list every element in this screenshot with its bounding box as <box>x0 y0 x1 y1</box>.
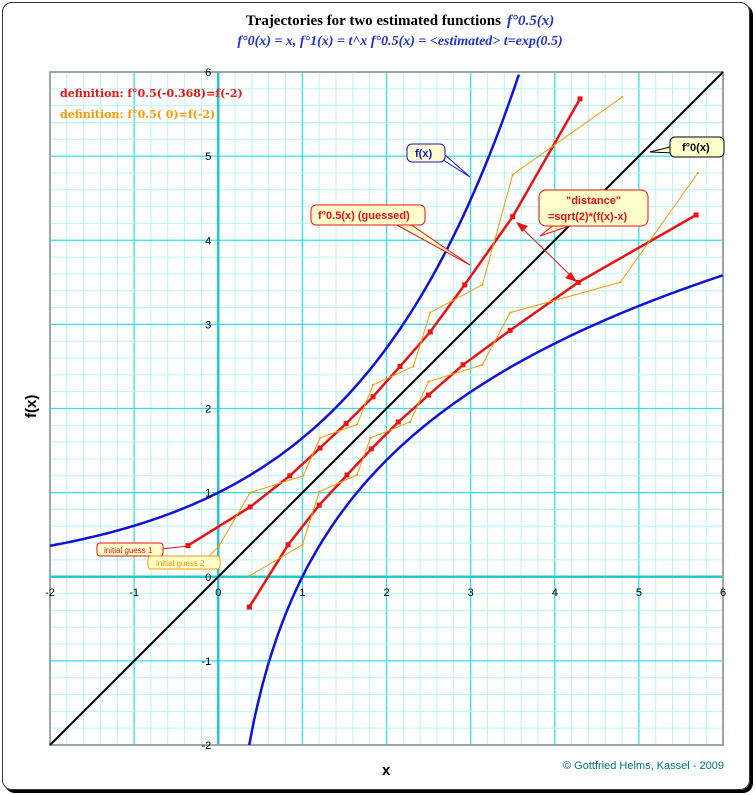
data-point <box>619 281 622 284</box>
x-tick-label: 2 <box>383 587 389 599</box>
data-point <box>368 446 374 452</box>
data-point <box>343 421 349 427</box>
series-line-1 <box>247 274 724 746</box>
data-point <box>372 383 375 386</box>
callout-guess1-text: initial guess 1 <box>104 546 153 555</box>
x-tick-label: 0 <box>215 587 221 599</box>
chart-subtitle: f°0(x) = x, f°1(x) = t^x f°0.5(x) = <est… <box>237 34 562 49</box>
callout-guess2-text: initial guess 2 <box>156 559 205 568</box>
data-point <box>409 420 412 423</box>
y-tick-label: 5 <box>205 151 211 163</box>
y-tick-label: 2 <box>205 404 211 416</box>
series-line-2 <box>49 71 724 746</box>
data-point <box>248 574 251 577</box>
data-point <box>693 212 699 218</box>
x-axis-label: x <box>382 762 391 779</box>
distance-arrow <box>516 222 577 282</box>
callout-guess2: initial guess 2 <box>147 545 221 570</box>
data-point <box>369 436 372 439</box>
x-tick-label: 6 <box>720 587 726 599</box>
data-point <box>246 604 252 610</box>
data-point <box>301 543 304 546</box>
curves <box>49 71 724 746</box>
x-tick-label: -2 <box>45 587 55 599</box>
y-tick-label: 3 <box>205 319 211 331</box>
data-point <box>344 472 350 478</box>
data-point <box>316 502 322 508</box>
chart-title-fn: f°0.5(x) <box>507 13 554 29</box>
chart-title: Trajectories for two estimated functions <box>246 13 501 29</box>
data-point <box>507 327 513 333</box>
data-point <box>247 504 253 510</box>
data-point <box>395 419 401 425</box>
chart-title-line: Trajectories for two estimated functions… <box>246 13 554 29</box>
callout-f0-text: f°0(x) <box>682 142 710 154</box>
y-tick-label: -2 <box>201 740 211 752</box>
callout-fx: f(x) <box>406 143 471 178</box>
tick-labels: -2 -1 0 1 2 3 4 5 6 -2 -1 0 1 2 3 4 5 6 <box>45 67 726 752</box>
data-point <box>460 362 466 368</box>
data-point <box>481 363 484 366</box>
y-tick-label: -1 <box>201 656 211 668</box>
data-point <box>397 363 403 369</box>
data-point <box>249 491 252 494</box>
y-tick-label: 6 <box>205 67 211 79</box>
plot-border <box>49 71 724 746</box>
data-point <box>577 96 583 102</box>
x-tick-label: -1 <box>129 587 139 599</box>
data-point <box>370 394 376 400</box>
data-point <box>696 171 699 174</box>
x-tick-label: 4 <box>552 587 558 599</box>
data-point <box>429 311 432 314</box>
y-axis-label: f(x) <box>23 395 40 418</box>
data-point <box>426 392 432 398</box>
data-point <box>285 542 291 548</box>
data-point <box>427 380 430 383</box>
data-point <box>185 543 191 549</box>
y-tick-label: 1 <box>205 488 211 500</box>
callout-fx-text: f(x) <box>415 148 432 160</box>
callout-distance-formula: =sqrt(2)*(f(x)-x) <box>548 211 627 223</box>
data-point <box>319 436 322 439</box>
x-tick-label: 1 <box>299 587 305 599</box>
callout-guessed: f°0.5(x) (guessed) <box>310 204 471 266</box>
data-point <box>356 423 359 426</box>
x-tick-label: 5 <box>636 587 642 599</box>
x-tick-label: 3 <box>468 587 474 599</box>
data-point <box>511 173 514 176</box>
data-point <box>509 311 512 314</box>
callout-guessed-text: f°0.5(x) (guessed) <box>318 210 410 222</box>
copyright: © Gottfried Helms, Kassel - 2009 <box>563 760 724 772</box>
data-point <box>356 473 359 476</box>
definition-2: definition: f°0.5( 0)=f(-2) <box>60 108 215 121</box>
data-point <box>621 96 624 99</box>
data-point <box>318 490 321 493</box>
data-point <box>427 329 433 335</box>
data-point <box>287 473 293 479</box>
data-point <box>218 544 221 547</box>
definition-1: definition: f°0.5(-0.368)=f(-2) <box>60 87 243 100</box>
y-tick-label: 0 <box>205 572 211 584</box>
data-point <box>575 279 581 285</box>
series-line-0 <box>49 74 521 548</box>
data-point <box>412 365 415 368</box>
data-point <box>317 445 323 451</box>
callout-f0: f°0(x) <box>649 136 725 158</box>
data-point <box>462 282 468 288</box>
data-point <box>302 474 305 477</box>
data-point <box>510 214 516 220</box>
y-tick-label: 4 <box>205 235 211 247</box>
data-point <box>481 283 484 286</box>
callout-distance: "distance" =sqrt(2)*(f(x)-x) <box>538 189 649 237</box>
callout-distance-title: "distance" <box>566 195 621 207</box>
callout-guess1: initial guess 1 <box>96 542 189 557</box>
